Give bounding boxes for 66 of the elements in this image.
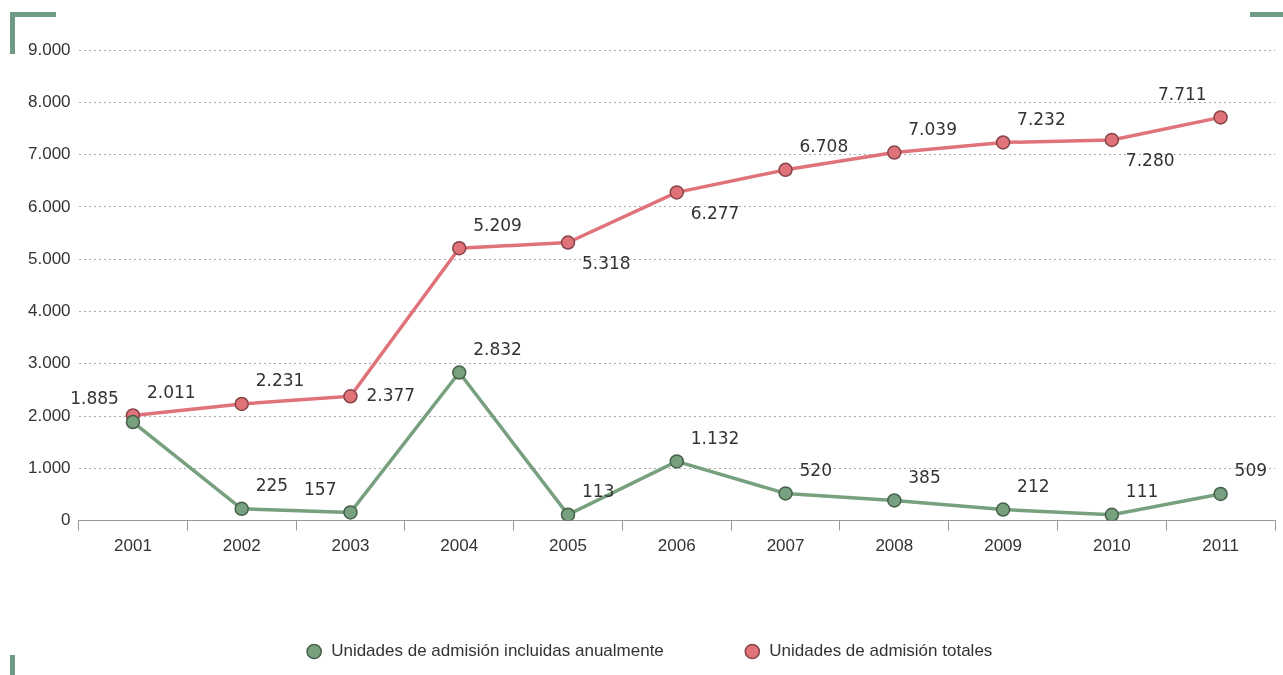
legend-label: Unidades de admisión incluidas anualmente bbox=[331, 641, 664, 661]
point bbox=[560, 235, 576, 250]
point bbox=[343, 505, 358, 520]
point bbox=[1104, 507, 1120, 521]
data-label: 2.832 bbox=[473, 338, 522, 359]
point bbox=[125, 414, 141, 430]
point bbox=[343, 389, 358, 404]
point bbox=[887, 493, 902, 508]
data-label: 225 bbox=[255, 475, 289, 496]
y-tick-label: 5.000 bbox=[27, 248, 71, 268]
data-label: 111 bbox=[1125, 481, 1159, 502]
legend-label: Unidades de admisión totales bbox=[769, 641, 993, 661]
data-label: 7.280 bbox=[1125, 150, 1175, 171]
data-label: 7.039 bbox=[908, 118, 957, 139]
y-tick-label: 0 bbox=[61, 510, 71, 530]
point bbox=[234, 396, 249, 412]
data-label: 157 bbox=[304, 478, 337, 499]
point bbox=[995, 135, 1011, 150]
data-label: 212 bbox=[1017, 475, 1050, 496]
x-tick-label: 2006 bbox=[657, 536, 696, 556]
point bbox=[778, 162, 793, 178]
point bbox=[451, 240, 467, 256]
data-label: 5.318 bbox=[582, 252, 631, 273]
data-label: 2.377 bbox=[366, 384, 416, 405]
data-label: 1.132 bbox=[690, 427, 740, 448]
x-tick-label: 2004 bbox=[440, 536, 479, 556]
x-tick-label: 2001 bbox=[114, 536, 152, 556]
y-tick-label: 4.000 bbox=[27, 301, 71, 321]
data-label: 7.711 bbox=[1157, 83, 1207, 104]
point bbox=[995, 502, 1011, 517]
x-tick-label: 2010 bbox=[1092, 536, 1131, 556]
data-label: 7.232 bbox=[1017, 108, 1066, 129]
x-tick-label: 2003 bbox=[331, 536, 370, 556]
y-tick-label: 9.000 bbox=[27, 39, 71, 59]
x-tick-label: 2005 bbox=[549, 536, 587, 556]
point bbox=[1213, 486, 1228, 502]
data-label: 509 bbox=[1234, 460, 1268, 481]
data-label: 6.708 bbox=[799, 136, 849, 157]
point bbox=[234, 501, 249, 517]
data-label: 6.277 bbox=[690, 202, 740, 223]
data-label: 2.011 bbox=[146, 381, 196, 402]
data-label: 5.209 bbox=[473, 214, 522, 235]
data-label: 1.885 bbox=[70, 388, 119, 409]
point bbox=[1104, 132, 1120, 148]
data-label: 385 bbox=[908, 466, 941, 487]
y-tick-label: 1.000 bbox=[27, 458, 71, 477]
point bbox=[451, 365, 467, 380]
point bbox=[778, 486, 793, 501]
point bbox=[669, 454, 685, 469]
x-tick-label: 2007 bbox=[766, 536, 805, 556]
y-tick-label: 7.000 bbox=[27, 144, 71, 164]
point bbox=[1213, 110, 1228, 125]
data-label: 520 bbox=[799, 459, 832, 480]
x-tick-label: 2002 bbox=[222, 536, 261, 556]
x-tick-label: 2008 bbox=[875, 536, 914, 556]
y-tick-label: 3.000 bbox=[27, 353, 71, 373]
y-tick-label: 8.000 bbox=[27, 91, 71, 111]
point bbox=[560, 507, 576, 521]
data-label: 2.231 bbox=[255, 370, 305, 391]
data-label: 113 bbox=[582, 481, 615, 502]
y-tick-label: 6.000 bbox=[27, 196, 71, 216]
point bbox=[887, 145, 902, 160]
x-tick-label: 2011 bbox=[1202, 536, 1239, 556]
point bbox=[669, 185, 685, 200]
y-tick-label: 2.000 bbox=[27, 405, 71, 425]
x-tick-label: 2009 bbox=[984, 536, 1022, 556]
